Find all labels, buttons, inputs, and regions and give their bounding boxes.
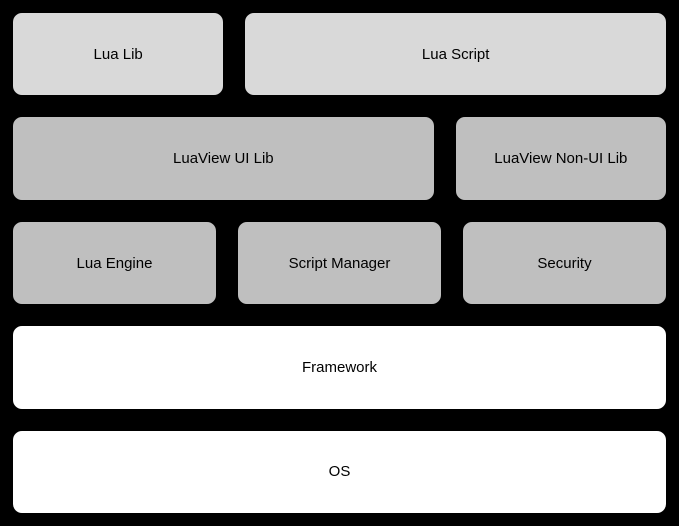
box-luaview-ui-lib: LuaView UI Lib <box>12 116 435 200</box>
box-lua-lib: Lua Lib <box>12 12 224 96</box>
box-os: OS <box>12 430 667 514</box>
box-security: Security <box>462 221 667 305</box>
row-engine-layer: Lua Engine Script Manager Security <box>12 221 667 305</box>
architecture-diagram: Lua Lib Lua Script LuaView UI Lib LuaVie… <box>0 0 679 526</box>
box-framework: Framework <box>12 325 667 409</box>
box-luaview-non-ui-lib: LuaView Non-UI Lib <box>455 116 667 200</box>
row-lua-layer: Lua Lib Lua Script <box>12 12 667 96</box>
box-script-manager: Script Manager <box>237 221 442 305</box>
row-luaview-layer: LuaView UI Lib LuaView Non-UI Lib <box>12 116 667 200</box>
box-lua-script: Lua Script <box>244 12 667 96</box>
row-os-layer: OS <box>12 430 667 514</box>
box-lua-engine: Lua Engine <box>12 221 217 305</box>
row-framework-layer: Framework <box>12 325 667 409</box>
